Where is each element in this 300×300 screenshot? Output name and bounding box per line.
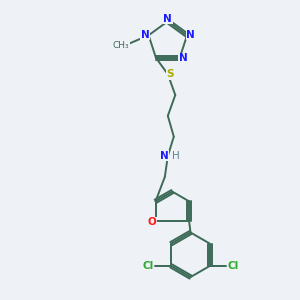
- Text: N: N: [160, 151, 168, 161]
- Text: O: O: [148, 217, 156, 227]
- Text: N: N: [164, 14, 172, 24]
- Text: CH₃: CH₃: [113, 41, 130, 50]
- Text: S: S: [167, 69, 174, 79]
- Text: N: N: [186, 30, 195, 40]
- Text: N: N: [179, 53, 188, 64]
- Text: H: H: [172, 151, 180, 161]
- Text: Cl: Cl: [143, 261, 154, 271]
- Text: Cl: Cl: [227, 261, 238, 271]
- Text: N: N: [141, 30, 149, 40]
